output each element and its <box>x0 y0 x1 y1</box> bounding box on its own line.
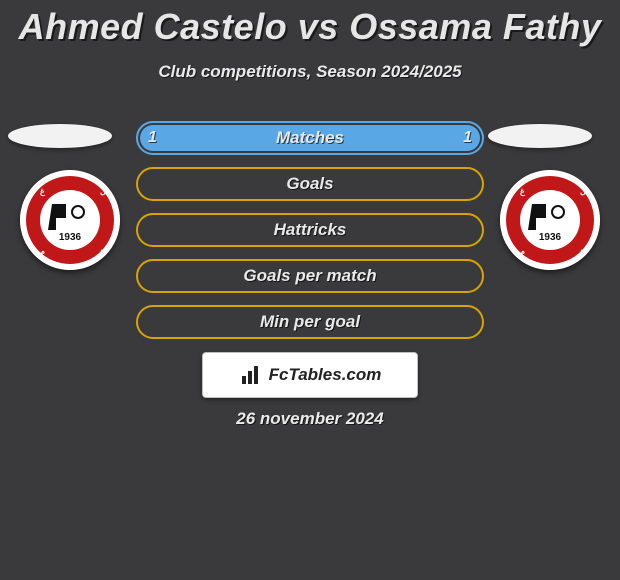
stat-row: Min per goal <box>136 305 484 339</box>
stat-row: 11 Matches <box>136 121 484 155</box>
brand-badge[interactable]: FcTables.com <box>202 352 418 398</box>
page-title: Ahmed Castelo vs Ossama Fathy <box>0 6 620 48</box>
svg-text:غ: غ <box>40 187 45 197</box>
player-right-placeholder <box>488 124 592 148</box>
club-badge-right: 1936 غ ل م ة <box>500 170 600 270</box>
bar-chart-icon <box>239 363 263 387</box>
comparison-infographic: Ahmed Castelo vs Ossama Fathy Club compe… <box>0 0 620 580</box>
svg-text:ة: ة <box>100 247 104 256</box>
stat-row: Hattricks <box>136 213 484 247</box>
subtitle: Club competitions, Season 2024/2025 <box>0 62 620 82</box>
stat-value-right: 1 <box>463 121 472 155</box>
svg-text:ل: ل <box>580 187 586 196</box>
svg-text:ل: ل <box>100 187 106 196</box>
stat-pill <box>136 167 484 201</box>
svg-text:1936: 1936 <box>539 232 562 243</box>
stat-pill <box>136 121 484 155</box>
stat-value-left: 1 <box>148 121 157 155</box>
player-left-placeholder <box>8 124 112 148</box>
stat-pill <box>136 259 484 293</box>
club-badge-left: 1936 غ ل م ة <box>20 170 120 270</box>
stat-pill <box>136 305 484 339</box>
stat-pill <box>136 213 484 247</box>
svg-text:1936: 1936 <box>59 232 82 243</box>
stat-row: Goals <box>136 167 484 201</box>
svg-text:غ: غ <box>520 187 525 197</box>
date-label: 26 november 2024 <box>0 409 620 429</box>
stat-fill-right <box>308 125 480 151</box>
brand-text: FcTables.com <box>269 365 382 385</box>
svg-text:م: م <box>520 247 525 257</box>
svg-text:ة: ة <box>580 247 584 256</box>
stat-row: Goals per match <box>136 259 484 293</box>
stat-fill-left <box>140 125 312 151</box>
svg-text:م: م <box>40 247 45 257</box>
